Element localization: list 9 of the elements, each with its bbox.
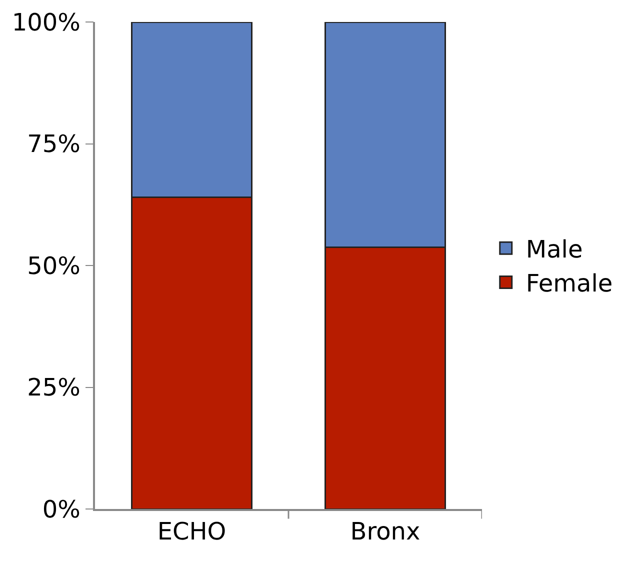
y-tick-label: 25%	[27, 374, 80, 402]
legend-label: Male	[526, 235, 583, 264]
legend-label: Female	[526, 270, 613, 298]
x-tick-label: ECHO	[157, 518, 226, 546]
x-tick-label: Bronx	[350, 518, 420, 546]
y-tick-label: 100%	[12, 8, 80, 36]
y-tick-label: 0%	[42, 495, 80, 524]
y-tick-label: 75%	[27, 130, 80, 158]
y-tick-label: 50%	[27, 252, 80, 280]
